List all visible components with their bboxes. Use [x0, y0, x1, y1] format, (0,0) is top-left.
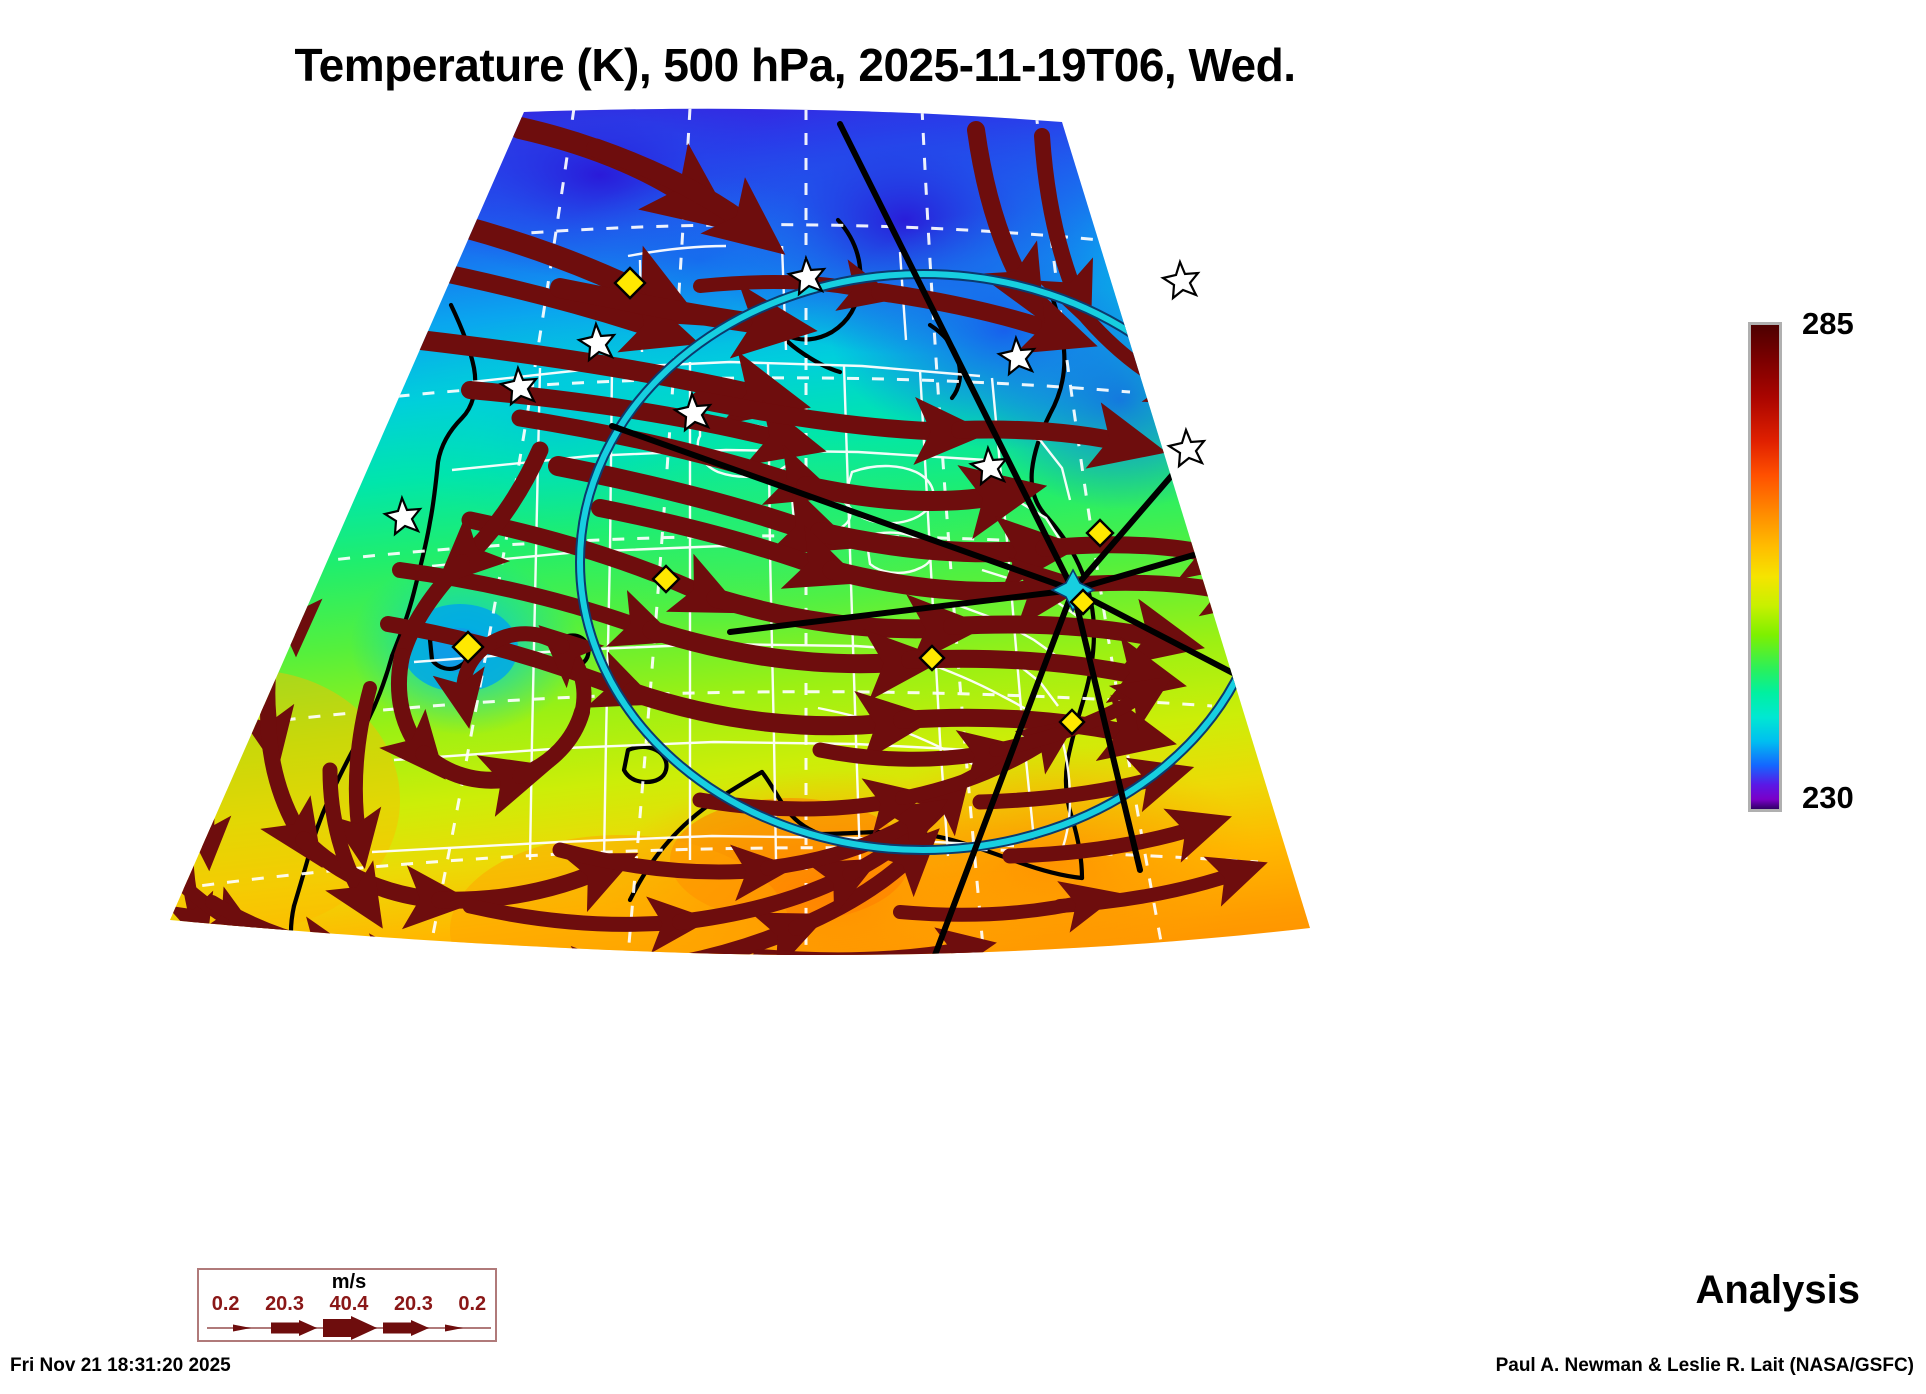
page-title: Temperature (K), 500 hPa, 2025-11-19T06,… [294, 39, 1296, 91]
colorbar-gradient [1748, 322, 1782, 812]
map-panel[interactable] [0, 100, 1450, 1030]
wind-unit-label: m/s [331, 1271, 367, 1293]
station-star-marker[interactable] [382, 494, 423, 537]
colorbar-max-label: 285 [1802, 306, 1854, 341]
station-star-marker[interactable] [576, 320, 617, 363]
site-diamond-marker[interactable] [1058, 708, 1086, 736]
station-star-marker[interactable] [786, 254, 827, 297]
station-star-marker[interactable] [1166, 426, 1207, 469]
wind-scale-arrow [207, 1316, 491, 1340]
station-star-marker[interactable] [1160, 258, 1201, 301]
wind-value-0: 0.2 [211, 1293, 240, 1315]
site-diamond-marker[interactable] [918, 644, 946, 672]
focus-point-marker[interactable] [1050, 568, 1096, 613]
temperature-map[interactable] [0, 100, 1450, 1030]
site-diamond-marker[interactable] [1085, 518, 1115, 548]
site-diamond-marker[interactable] [651, 564, 681, 594]
wind-value-2: 40.4 [329, 1293, 369, 1315]
station-star-marker[interactable] [498, 364, 539, 407]
colorbar: 285 230 [1740, 306, 1920, 815]
station-star-marker[interactable] [968, 444, 1009, 487]
wind-value-1: 20.3 [265, 1293, 304, 1315]
temperature-field [170, 108, 1310, 956]
wind-value-3: 20.3 [393, 1293, 433, 1315]
station-star-marker[interactable] [672, 390, 713, 433]
station-star-markers[interactable] [382, 254, 1207, 537]
analysis-label: Analysis [1695, 1268, 1860, 1312]
render-timestamp: Fri Nov 21 18:31:20 2025 [10, 1355, 231, 1376]
author-credit: Paul A. Newman & Leslie R. Lait (NASA/GS… [1495, 1355, 1914, 1376]
colorbar-min-label: 230 [1802, 780, 1854, 815]
station-star-marker[interactable] [996, 334, 1037, 377]
site-diamond-marker[interactable] [451, 630, 485, 664]
wind-speed-legend: m/s 0.2 20.3 40.4 20.3 0.2 [197, 1268, 497, 1342]
site-diamond-marker[interactable] [1069, 588, 1097, 616]
site-diamond-markers[interactable] [451, 266, 1115, 736]
wind-value-labels: 0.2 20.3 40.4 20.3 0.2 [199, 1293, 499, 1316]
site-diamond-marker[interactable] [613, 266, 647, 300]
wind-value-4: 0.2 [458, 1293, 487, 1315]
